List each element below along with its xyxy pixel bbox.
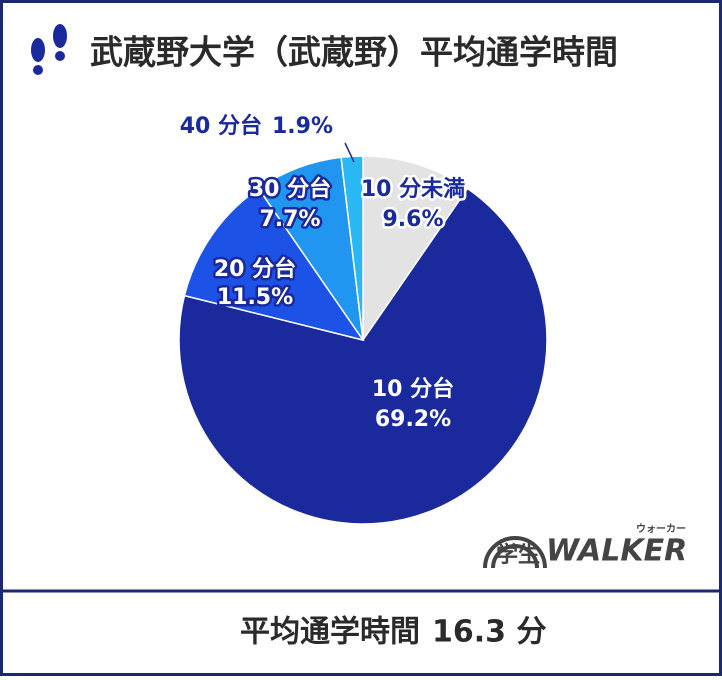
slice-category-label: 30 分台 (249, 176, 331, 202)
logo-ruby: ウォーカー (636, 523, 686, 535)
footprints-icon (31, 24, 67, 75)
summary-value: 16.3 分 (432, 615, 546, 650)
slice-value-label: 1.9% (272, 114, 333, 139)
slice-category-label: 20 分台 (214, 256, 296, 282)
slice-category-label: 10 分台 (372, 376, 454, 402)
slice-category-label: 40 分台 (180, 113, 262, 139)
slice-value-label: 11.5% (217, 285, 293, 310)
logo-brand: WALKER (546, 534, 687, 569)
slice-value-label: 69.2% (375, 407, 451, 432)
slice-value-label: 7.7% (259, 207, 320, 232)
pie-slice (178, 187, 548, 525)
slice-value-label: 9.6% (382, 207, 443, 232)
pie-slice (183, 187, 365, 342)
summary-label: 平均通学時間 (240, 615, 420, 650)
logo: 学生 WALKER ウォーカー (483, 523, 687, 569)
slice-category-label: 10 分未満 (361, 176, 465, 202)
logo-text: 学生 (496, 542, 540, 568)
pie-slice (362, 155, 469, 343)
chart-title: 武蔵野大学（武蔵野）平均通学時間 (90, 33, 618, 72)
leader-line (344, 142, 355, 163)
